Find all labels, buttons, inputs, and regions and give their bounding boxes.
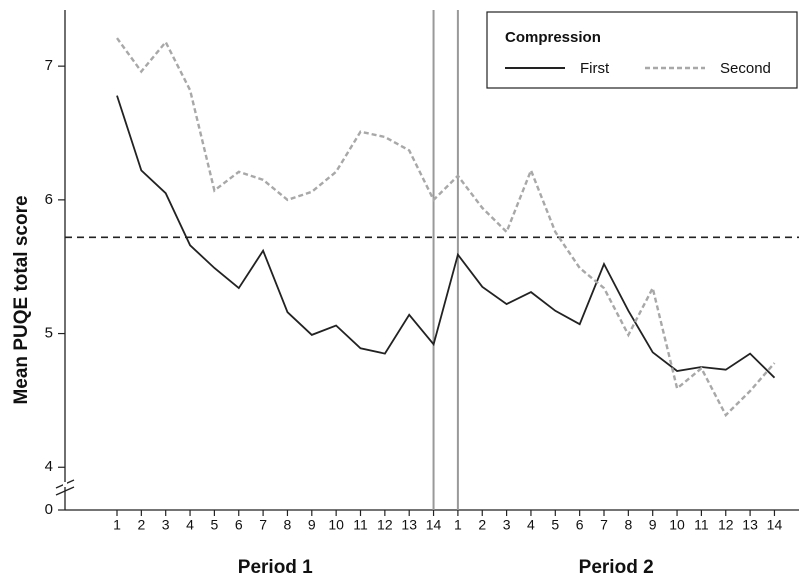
series-line	[116, 37, 776, 418]
x-tick-label: 4	[186, 517, 194, 533]
x-tick-label: 13	[401, 517, 417, 533]
x-tick-label: 7	[600, 517, 608, 533]
x-tick-label: 14	[767, 517, 783, 533]
x-tick-label: 10	[669, 517, 685, 533]
group-label: Period 2	[579, 557, 654, 578]
x-tick-label: 6	[235, 517, 243, 533]
x-tick-label: 9	[308, 517, 316, 533]
legend-label: First	[580, 60, 610, 77]
group-label: Period 1	[238, 557, 313, 578]
series-line	[116, 95, 776, 379]
legend-label: Second	[720, 60, 771, 77]
x-tick-label: 11	[694, 517, 709, 533]
x-tick-label: 6	[576, 517, 584, 533]
axis-break-gap	[63, 482, 67, 487]
x-tick-label: 12	[377, 517, 393, 533]
x-tick-label: 1	[113, 517, 121, 533]
x-tick-label: 13	[742, 517, 758, 533]
x-tick-label: 14	[426, 517, 442, 533]
y-tick-label: 4	[45, 458, 53, 475]
y-tick-label: 7	[45, 57, 53, 74]
x-tick-label: 5	[551, 517, 559, 533]
legend-title: Compression	[505, 29, 601, 46]
x-tick-label: 4	[527, 517, 535, 533]
x-tick-label: 9	[649, 517, 657, 533]
legend-box	[486, 11, 798, 89]
y-axis-label: Mean PUQE total score	[11, 195, 32, 404]
x-tick-label: 1	[454, 517, 462, 533]
x-tick-label: 5	[211, 517, 219, 533]
x-tick-label: 12	[718, 517, 734, 533]
y-tick-label: 0	[45, 501, 53, 518]
x-tick-label: 3	[503, 517, 511, 533]
y-tick-label: 5	[45, 325, 53, 342]
x-tick-label: 3	[162, 517, 170, 533]
x-tick-label: 8	[284, 517, 292, 533]
x-tick-label: 10	[328, 517, 344, 533]
x-tick-label: 2	[478, 517, 486, 533]
x-tick-label: 7	[259, 517, 267, 533]
y-tick-label: 6	[45, 191, 53, 208]
x-tick-label: 2	[137, 517, 145, 533]
axis-break	[55, 486, 75, 496]
x-tick-label: 11	[353, 517, 368, 533]
x-tick-label: 8	[624, 517, 632, 533]
